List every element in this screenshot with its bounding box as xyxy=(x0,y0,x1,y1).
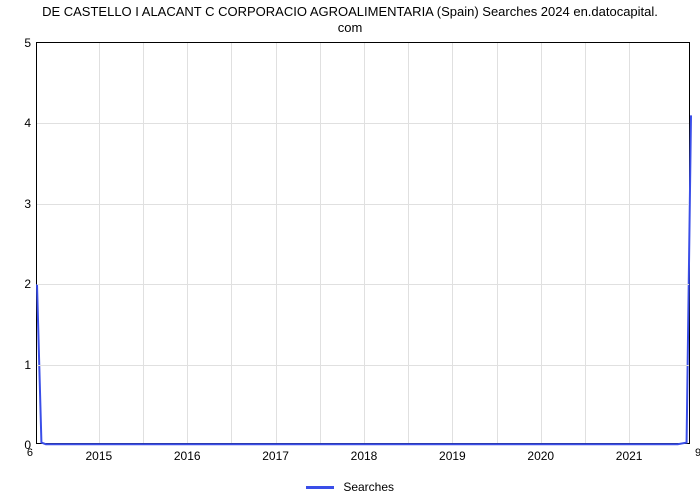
vgrid-line xyxy=(320,43,321,443)
legend-label: Searches xyxy=(343,480,394,494)
vgrid-line xyxy=(408,43,409,443)
hgrid-line xyxy=(37,204,689,205)
line-chart: DE CASTELLO I ALACANT C CORPORACIO AGROA… xyxy=(0,0,700,500)
x-tick-label: 2021 xyxy=(616,449,643,463)
vgrid-line xyxy=(276,43,277,443)
hgrid-line xyxy=(37,284,689,285)
x-tick-label: 2016 xyxy=(174,449,201,463)
hgrid-line xyxy=(37,365,689,366)
vgrid-line xyxy=(187,43,188,443)
vgrid-line xyxy=(143,43,144,443)
legend: Searches xyxy=(0,480,700,494)
x-tick-label: 2020 xyxy=(527,449,554,463)
plot-area: 6 9 0123452015201620172018201920202021 xyxy=(36,42,690,444)
vgrid-line xyxy=(629,43,630,443)
x-tick-label: 2017 xyxy=(262,449,289,463)
chart-title-line1: DE CASTELLO I ALACANT C CORPORACIO AGROA… xyxy=(42,4,658,19)
y-tick-label: 4 xyxy=(24,116,31,130)
chart-title: DE CASTELLO I ALACANT C CORPORACIO AGROA… xyxy=(0,4,700,37)
vgrid-line xyxy=(99,43,100,443)
vgrid-line xyxy=(231,43,232,443)
end-label-right: 9 xyxy=(695,447,700,459)
legend-swatch xyxy=(306,486,334,489)
hgrid-line xyxy=(37,123,689,124)
vgrid-line xyxy=(452,43,453,443)
y-tick-label: 5 xyxy=(24,36,31,50)
vgrid-line xyxy=(541,43,542,443)
y-tick-label: 3 xyxy=(24,197,31,211)
x-tick-label: 2018 xyxy=(351,449,378,463)
chart-title-line2: com xyxy=(338,20,363,35)
vgrid-line xyxy=(497,43,498,443)
y-tick-label: 2 xyxy=(24,277,31,291)
y-tick-label: 0 xyxy=(24,438,31,452)
vgrid-line xyxy=(364,43,365,443)
x-tick-label: 2015 xyxy=(86,449,113,463)
y-tick-label: 1 xyxy=(24,358,31,372)
x-tick-label: 2019 xyxy=(439,449,466,463)
vgrid-line xyxy=(585,43,586,443)
